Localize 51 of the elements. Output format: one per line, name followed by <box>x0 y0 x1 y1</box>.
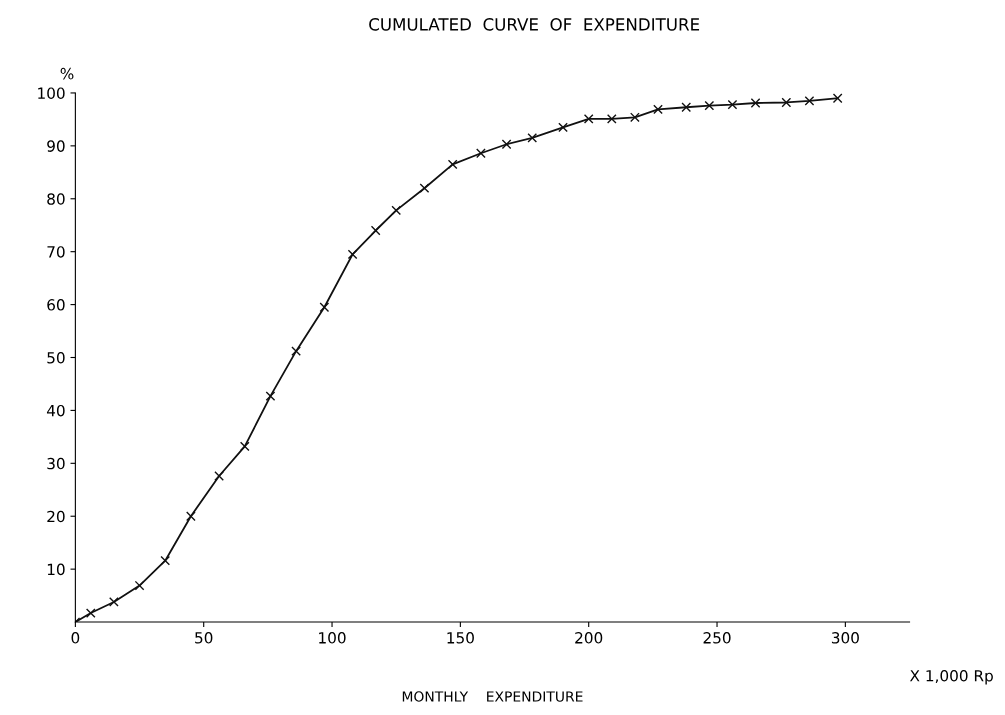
y-tick-label: 20 <box>47 510 65 523</box>
point <box>583 114 594 124</box>
x-tick-label: 100 <box>319 632 346 644</box>
point <box>134 580 145 591</box>
point <box>476 148 486 159</box>
y-tick-label: 90 <box>47 140 65 152</box>
x-tick-label: 300 <box>831 632 859 644</box>
text: X 1,000 Rp <box>909 669 993 685</box>
point <box>527 133 538 143</box>
point <box>804 96 815 106</box>
point <box>781 97 792 108</box>
point <box>606 114 617 124</box>
y-tick-label: 30 <box>47 457 65 470</box>
x-axis-title: MONTHLY EXPENDITURE <box>402 691 583 702</box>
point <box>85 608 96 618</box>
point <box>704 100 715 111</box>
point <box>265 391 276 401</box>
y-axis-title: % <box>60 67 74 80</box>
point <box>186 511 196 522</box>
point <box>291 346 301 357</box>
x-tick-label: 0 <box>71 632 80 644</box>
y-tick-label: 80 <box>47 193 65 205</box>
x-tick-label: 50 <box>195 632 213 644</box>
point <box>160 555 171 566</box>
point <box>832 93 843 104</box>
point <box>391 205 402 216</box>
point <box>319 302 330 313</box>
point <box>447 159 458 170</box>
point <box>727 99 738 110</box>
chart-title: CUMULATED CURVE OF EXPENDITURE <box>369 18 700 31</box>
x-tick-label: 250 <box>703 632 731 644</box>
point <box>630 112 640 123</box>
point <box>239 441 250 452</box>
y-tick-label: 50 <box>47 351 65 364</box>
point <box>347 249 358 260</box>
y-tick-label: 70 <box>47 246 65 258</box>
point <box>681 102 692 113</box>
point <box>214 471 224 481</box>
y-tick-label: 40 <box>46 404 65 417</box>
y-tick-label: 10 <box>47 563 65 576</box>
point <box>501 139 512 150</box>
point <box>653 104 663 115</box>
y-tick-label: 100 <box>38 87 65 99</box>
point <box>370 225 381 236</box>
x-tick-label: 150 <box>447 632 474 644</box>
x-tick-label: 200 <box>575 632 603 644</box>
point <box>109 597 119 607</box>
point <box>419 183 430 194</box>
point <box>558 122 568 133</box>
point <box>750 98 761 108</box>
y-tick-label: 60 <box>47 299 65 311</box>
